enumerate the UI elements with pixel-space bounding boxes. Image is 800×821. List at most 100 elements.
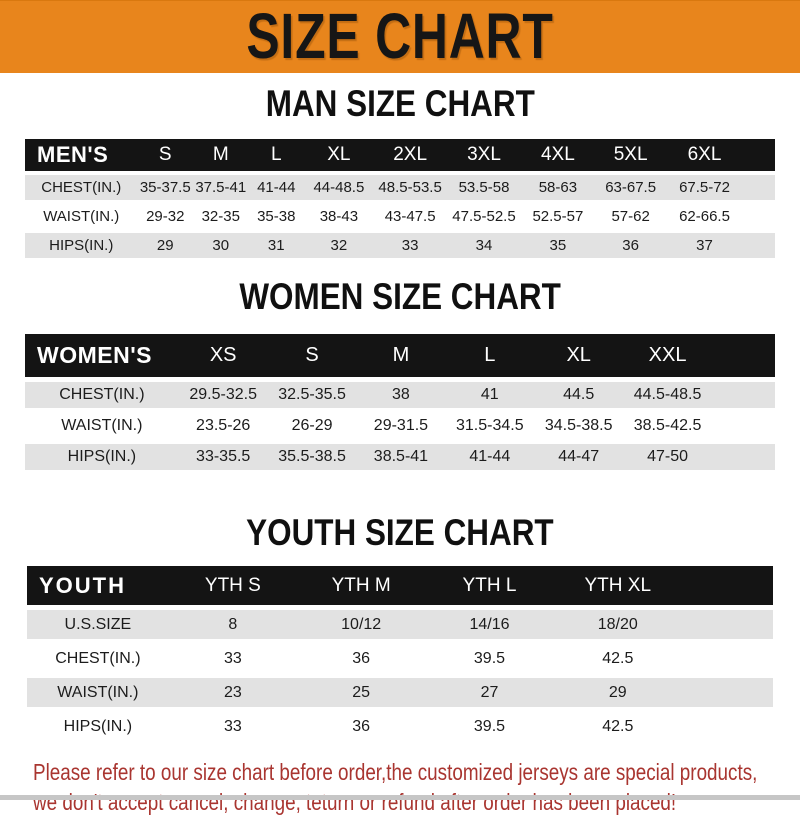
row-label: WAIST(IN.): [25, 200, 138, 229]
youth-section-heading: YOUTH SIZE CHART: [0, 514, 800, 551]
size-value: 53.5-58: [446, 171, 522, 200]
size-value: 41-44: [248, 171, 304, 200]
row-label: WAIST(IN.): [25, 408, 179, 439]
row-spacer: [681, 673, 773, 707]
size-value: 32: [304, 229, 374, 258]
size-value: 36: [297, 707, 426, 741]
size-value: 37.5-41: [193, 171, 249, 200]
size-value: 33-35.5: [178, 439, 268, 470]
size-value: 44.5-48.5: [623, 377, 712, 408]
size-value: 34: [446, 229, 522, 258]
row-spacer: [712, 439, 775, 470]
row-label: WAIST(IN.): [27, 673, 169, 707]
size-value: 33: [168, 639, 298, 673]
size-value: 8: [168, 605, 298, 639]
youth-ussize-row: U.S.SIZE 8 10/12 14/16 18/20: [27, 605, 773, 639]
women-hips-row: HIPS(IN.) 33-35.5 35.5-38.5 38.5-41 41-4…: [25, 439, 775, 470]
men-waist-row: WAIST(IN.) 29-32 32-35 35-38 38-43 43-47…: [25, 200, 775, 229]
banner-title: SIZE CHART: [246, 0, 554, 72]
row-spacer: [742, 171, 775, 200]
size-column-header: 4XL: [521, 139, 595, 171]
size-value: 31: [248, 229, 304, 258]
men-chest-row: CHEST(IN.) 35-37.5 37.5-41 41-44 44-48.5…: [25, 171, 775, 200]
size-column-header: 6XL: [667, 139, 742, 171]
size-value: 44.5: [534, 377, 624, 408]
footer-note: Please refer to our size chart before or…: [33, 757, 800, 817]
header-spacer: [681, 566, 773, 605]
women-table-label: WOMEN'S: [25, 334, 179, 377]
row-spacer: [742, 200, 775, 229]
size-column-header: 2XL: [373, 139, 447, 171]
footer-line-1: Please refer to our size chart before or…: [33, 757, 800, 787]
size-value: 30: [193, 229, 249, 258]
footer-line-1-text: Please refer to our size chart before or…: [33, 759, 758, 785]
size-value: 47-50: [623, 439, 712, 470]
size-value: 10/12: [297, 605, 426, 639]
size-value: 27: [425, 673, 554, 707]
size-value: 44-48.5: [304, 171, 374, 200]
size-value: 38.5-41: [356, 439, 446, 470]
size-value: 37: [667, 229, 742, 258]
size-value: 23.5-26: [178, 408, 268, 439]
size-value: 33: [373, 229, 447, 258]
women-section-heading-text: WOMEN SIZE CHART: [239, 276, 561, 317]
size-column-header: M: [356, 334, 446, 377]
women-size-table: WOMEN'S XS S M L XL XXL CHEST(IN.) 29.5-…: [25, 334, 775, 470]
size-value: 42.5: [553, 639, 682, 673]
women-waist-row: WAIST(IN.) 23.5-26 26-29 29-31.5 31.5-34…: [25, 408, 775, 439]
size-value: 32.5-35.5: [267, 377, 357, 408]
size-value: 38-43: [304, 200, 374, 229]
row-label: U.S.SIZE: [27, 605, 169, 639]
size-value: 29-31.5: [356, 408, 446, 439]
row-spacer: [681, 639, 773, 673]
header-spacer: [712, 334, 775, 377]
size-value: 29.5-32.5: [178, 377, 268, 408]
size-value: 25: [297, 673, 426, 707]
size-value: 36: [594, 229, 667, 258]
row-spacer: [681, 707, 773, 741]
size-value: 47.5-52.5: [446, 200, 522, 229]
row-label: HIPS(IN.): [27, 707, 169, 741]
size-value: 48.5-53.5: [373, 171, 447, 200]
size-column-header: XL: [534, 334, 624, 377]
size-value: 35-38: [248, 200, 304, 229]
men-table-label: MEN'S: [25, 139, 138, 171]
youth-waist-row: WAIST(IN.) 23 25 27 29: [27, 673, 773, 707]
size-value: 29: [137, 229, 193, 258]
size-column-header: S: [137, 139, 193, 171]
size-value: 41: [445, 377, 535, 408]
size-value: 33: [168, 707, 298, 741]
size-column-header: YTH M: [297, 566, 426, 605]
size-value: 35: [521, 229, 595, 258]
size-column-header: YTH S: [168, 566, 298, 605]
size-value: 67.5-72: [667, 171, 742, 200]
size-value: 32-35: [193, 200, 249, 229]
size-column-header: M: [193, 139, 249, 171]
header-spacer: [742, 139, 775, 171]
size-value: 43-47.5: [373, 200, 447, 229]
youth-table-label: YOUTH: [27, 566, 169, 605]
row-label: CHEST(IN.): [27, 639, 169, 673]
row-label: CHEST(IN.): [25, 171, 138, 200]
men-size-table: MEN'S S M L XL 2XL 3XL 4XL 5XL 6XL CHEST…: [25, 139, 775, 258]
size-column-header: YTH L: [425, 566, 554, 605]
size-value: 39.5: [425, 707, 554, 741]
size-value: 26-29: [267, 408, 357, 439]
row-spacer: [712, 408, 775, 439]
size-value: 35.5-38.5: [267, 439, 357, 470]
men-table-header-row: MEN'S S M L XL 2XL 3XL 4XL 5XL 6XL: [25, 139, 775, 171]
size-value: 34.5-38.5: [534, 408, 624, 439]
size-column-header: XXL: [623, 334, 712, 377]
row-spacer: [712, 377, 775, 408]
women-section-heading: WOMEN SIZE CHART: [0, 276, 800, 317]
size-value: 14/16: [425, 605, 554, 639]
size-value: 57-62: [594, 200, 667, 229]
size-column-header: XS: [178, 334, 268, 377]
size-column-header: L: [445, 334, 535, 377]
size-value: 29: [553, 673, 682, 707]
size-value: 35-37.5: [137, 171, 193, 200]
men-hips-row: HIPS(IN.) 29 30 31 32 33 34 35 36 37: [25, 229, 775, 258]
youth-size-table: YOUTH YTH S YTH M YTH L YTH XL U.S.SIZE …: [27, 566, 773, 741]
row-spacer: [681, 605, 773, 639]
women-table-header-row: WOMEN'S XS S M L XL XXL: [25, 334, 775, 377]
